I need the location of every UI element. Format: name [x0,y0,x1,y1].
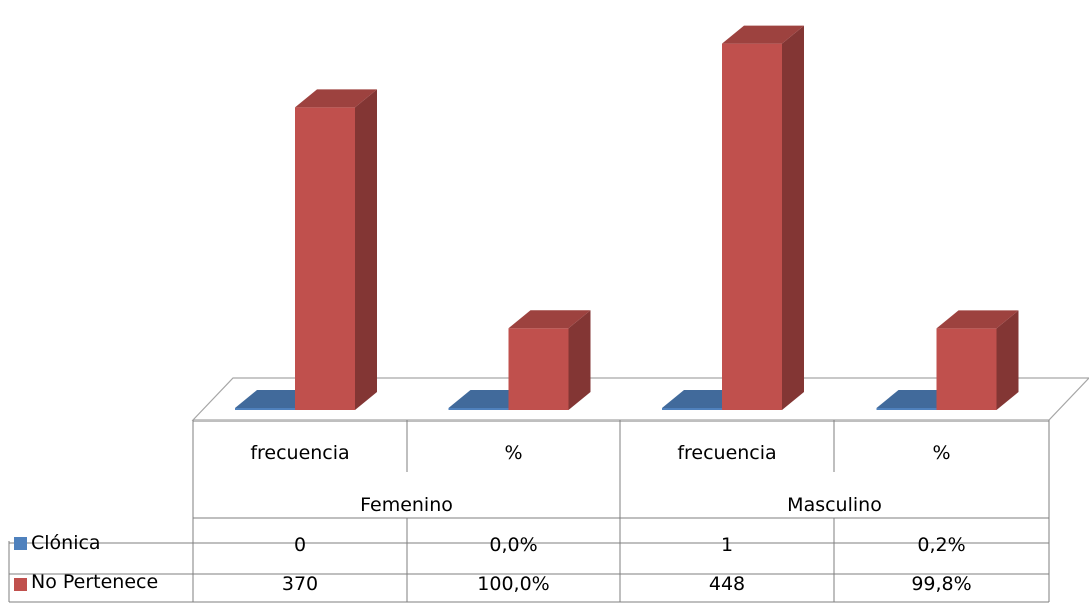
bar-front [662,408,722,410]
bar-front [876,408,937,410]
legend-label-no-pertenece: No Pertenece [31,571,158,593]
bar-side [996,310,1019,410]
bar-no-pertenece-frecuencia-0 [295,89,377,410]
bar-front [722,43,782,410]
bar-no-pertenece-frecuencia-2 [722,25,804,410]
category-label-pct-3: % [932,442,950,464]
data-label-no-pertenece-2: 448 [709,573,745,595]
bar-front [448,408,509,410]
bar-top [722,25,804,44]
data-label-clonica-0: 0 [294,534,306,556]
data-label-no-pertenece-1: 100,0% [477,573,549,595]
category-label-frecuencia-0: frecuencia [250,442,349,464]
category-label-frecuencia-2: frecuencia [677,442,776,464]
bar-top [508,310,591,329]
bar-front [295,107,355,410]
bar-front [508,328,569,410]
category-label-pct-1: % [504,442,522,464]
floor-edge [193,420,1049,422]
data-label-no-pertenece-0: 370 [282,573,318,595]
legend-label-clonica: Clónica [31,532,101,554]
legend-key-clonica [14,537,27,550]
legend-key-no-pertenece [14,578,27,591]
bar-side [355,89,377,410]
data-label-no-pertenece-3: 99,8% [911,573,971,595]
data-label-clonica-3: 0,2% [917,534,965,556]
data-label-clonica-2: 1 [721,534,733,556]
bar-front [936,328,997,410]
bar-top [295,89,377,108]
bar-side [568,310,591,410]
chart-floor [191,377,1089,422]
bar-no-pertenece-pct-1 [508,310,591,410]
chart-bars [235,25,1019,410]
data-table: frecuencia% frecuencia % Femenino Masculino C… [14,442,972,595]
group-label-masculino: Masculino [787,494,882,516]
bar-no-pertenece-pct-3 [936,310,1019,410]
group-label-femenino: Femenino [360,494,453,516]
data-table-grid [8,420,1050,603]
bar-side [782,25,804,410]
bar-front [235,408,295,410]
bar-top [936,310,1019,329]
data-label-clonica-1: 0,0% [489,534,537,556]
